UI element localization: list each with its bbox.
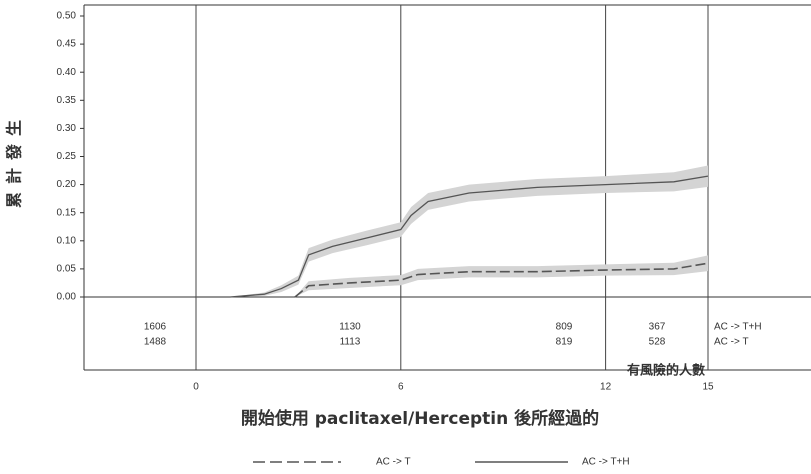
risk-table: 1606 1130 809 367 AC -> T+H 1488 1113 819 528 AC … — [144, 322, 762, 348]
y-tick-label: 0.10 — [57, 235, 77, 246]
y-axis-title-char: 計 — [5, 168, 24, 184]
y-tick-label: 0.35 — [57, 95, 77, 106]
risk-table-cell: 367 — [649, 322, 666, 333]
risk-table-cell: 819 — [556, 337, 573, 348]
y-axis-title-char: 發 — [5, 143, 24, 161]
risk-table-cell: 1130 — [339, 322, 361, 333]
x-axis-title: 開始使用 paclitaxel/Herceptin 後所經過的 — [241, 408, 599, 429]
risk-table-row-label: AC -> T+H — [714, 322, 762, 333]
risk-table-cell: 528 — [649, 337, 666, 348]
y-tick-label: 0.50 — [57, 11, 77, 22]
y-tick-label: 0.05 — [57, 264, 77, 275]
y-tick-label: 0.25 — [57, 151, 77, 162]
confidence-band-ac-t-h — [196, 165, 708, 297]
risk-table-cell: 809 — [556, 322, 573, 333]
x-tick-label: 12 — [600, 382, 612, 393]
series-lines — [196, 175, 709, 298]
legend-label: AC -> T — [376, 457, 411, 468]
y-tick-label: 0.15 — [57, 207, 77, 218]
x-tick-label: 6 — [398, 382, 404, 393]
x-tick-label: 0 — [193, 382, 199, 393]
x-tick-labels: 0 6 12 15 — [193, 382, 714, 393]
risk-table-cell: 1488 — [144, 337, 167, 348]
y-tick-labels: 0.00 0.05 0.10 0.15 0.20 0.25 0.30 0.35 0.40 0.45… — [57, 11, 84, 303]
risk-table-cell: 1113 — [340, 337, 361, 348]
y-tick-label: 0.40 — [57, 67, 77, 78]
risk-table-title: 有風險的人數 — [627, 363, 705, 379]
y-tick-label: 0.30 — [57, 123, 77, 134]
confidence-bands — [196, 165, 708, 297]
legend: AC -> T AC -> T+H — [253, 457, 630, 468]
legend-label: AC -> T+H — [582, 457, 630, 468]
x-tick-label: 15 — [702, 382, 714, 393]
series-line-ac-t-h — [196, 175, 709, 298]
risk-table-row-label: AC -> T — [714, 337, 749, 348]
confidence-band-ac-t — [294, 255, 708, 297]
risk-table-cell: 1606 — [144, 322, 167, 333]
y-axis-title-char: 生 — [5, 120, 24, 136]
y-tick-label: 0.00 — [57, 292, 77, 303]
y-tick-label: 0.45 — [57, 39, 77, 50]
y-tick-label: 0.20 — [57, 179, 77, 190]
y-axis-title-char: 累 — [5, 192, 24, 208]
